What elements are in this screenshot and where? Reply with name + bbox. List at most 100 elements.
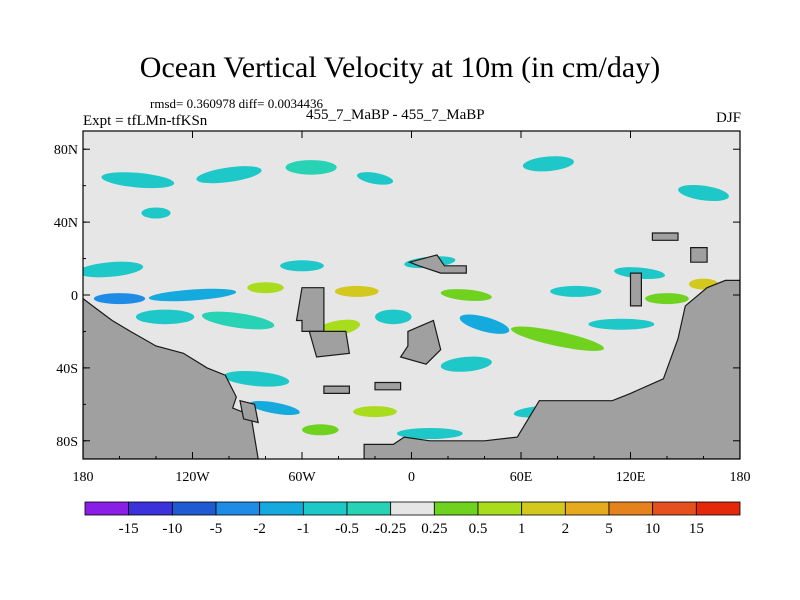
anomaly-blob — [283, 202, 321, 213]
y-tick-label: 40N — [54, 216, 78, 231]
anomaly-blob — [124, 147, 169, 159]
y-tick-label: 40S — [56, 362, 78, 377]
anomaly-blob — [588, 318, 655, 330]
x-tick-label: 120E — [616, 470, 646, 485]
colorbar-swatch — [84, 501, 130, 516]
land-mass — [323, 385, 350, 394]
land-mass — [363, 279, 740, 459]
anomaly-blob — [219, 143, 257, 155]
land-mass — [407, 254, 467, 274]
colorbar-swatch — [521, 501, 566, 516]
land-masses — [83, 232, 740, 459]
anomaly-blob — [444, 147, 489, 159]
colorbar-label: 1 — [518, 521, 526, 537]
anomaly-blob — [247, 282, 284, 294]
anomaly-blob — [522, 156, 574, 172]
colorbar-swatch — [128, 501, 173, 516]
anomaly-blob — [285, 160, 337, 175]
anomaly-blob — [645, 293, 689, 305]
x-tick-label: 60E — [510, 470, 533, 485]
colorbar-label: -0.25 — [375, 521, 406, 537]
colorbar-label: -5 — [210, 521, 223, 537]
anomaly-blob — [93, 293, 146, 305]
anomaly-blob — [135, 309, 195, 325]
anomaly-blob — [249, 400, 300, 416]
anomaly-blob — [353, 406, 397, 418]
y-tick-label: 80S — [56, 435, 78, 450]
colorbar-swatch — [433, 501, 479, 516]
colorbar-swatch — [259, 501, 304, 516]
anomaly-blob — [356, 172, 394, 185]
colorbar-label: -0.5 — [335, 521, 359, 537]
x-tick-label: 180 — [73, 470, 94, 485]
anomaly-blob — [396, 428, 463, 439]
colorbar-swatch — [215, 501, 261, 516]
colorbar-label: 0.5 — [469, 521, 488, 537]
colorbar-swatch — [564, 501, 610, 516]
land-mass — [239, 399, 259, 424]
anomaly-blob — [356, 360, 394, 376]
land-mass — [295, 287, 325, 332]
colorbar-swatch — [608, 501, 654, 516]
anomaly-blob — [280, 260, 324, 272]
season-label: DJF — [715, 110, 741, 126]
x-tick-label: 0 — [408, 470, 415, 485]
colorbar-swatch — [390, 501, 435, 516]
land-mass — [651, 232, 679, 241]
colorbar-label: 10 — [645, 521, 660, 537]
colorbar-swatch — [346, 501, 392, 516]
chart-title: Ocean Vertical Velocity at 10m (in cm/da… — [139, 51, 661, 84]
anomaly-blob — [440, 289, 492, 301]
anomaly-blob — [141, 207, 171, 219]
anomaly-blob — [375, 309, 412, 325]
y-tick-label: 0 — [71, 289, 78, 304]
anomaly-blob — [678, 184, 729, 202]
x-tick-label: 180 — [730, 470, 751, 485]
x-tick-label: 120W — [175, 470, 210, 485]
colorbar-label: -10 — [162, 521, 182, 537]
y-tick-label: 80N — [54, 143, 78, 158]
colorbar-swatch — [477, 501, 523, 516]
land-mass — [629, 272, 643, 307]
anomaly-blob — [334, 285, 379, 297]
anomaly-blob — [201, 311, 275, 330]
land-mass — [374, 381, 402, 391]
anomaly-blob — [302, 424, 339, 436]
anomaly-blob — [429, 402, 467, 414]
anomaly-blob — [608, 171, 653, 186]
colorbar-swatch — [171, 501, 217, 516]
statistics-label: rmsd= 0.360978 diff= 0.0034436 — [150, 96, 323, 111]
anomaly-blob — [440, 356, 492, 372]
anomaly-blob — [510, 264, 569, 275]
colorbar-label: -15 — [119, 521, 139, 537]
x-tick-label: 60W — [288, 470, 316, 485]
colorbar: -15 -10 -5 -2 -1 -0.5 -0.25 0.25 0.5 1 2 5 10 15 — [84, 501, 741, 537]
y-axis: 80N 40N 0 40S 80S — [54, 143, 740, 450]
experiment-label: Expt = tfLMn-tfKSn — [83, 113, 208, 129]
anomaly-blob — [561, 218, 591, 234]
subtitle-label: 455_7_MaBP - 455_7_MaBP — [306, 107, 485, 123]
x-axis: 180 120W 60W 0 60E 120E 180 — [73, 131, 751, 485]
land-mass — [308, 330, 351, 358]
colorbar-label: 5 — [605, 521, 613, 537]
colorbar-label: -1 — [297, 521, 310, 537]
anomaly-blob — [506, 378, 573, 394]
anomaly-blob — [101, 172, 175, 189]
anomaly-blob — [83, 261, 144, 278]
anomaly-blob — [459, 314, 510, 334]
colorbar-label: 0.25 — [421, 521, 447, 537]
colorbar-label: 15 — [689, 521, 704, 537]
anomaly-blob — [174, 270, 248, 284]
colorbar-swatch — [695, 501, 741, 516]
anomaly-blob — [550, 285, 602, 297]
land-mass — [399, 319, 442, 365]
anomaly-blob — [196, 166, 262, 184]
colorbar-label: 2 — [562, 521, 570, 537]
colorbar-swatch — [302, 501, 348, 516]
colorbar-swatch — [652, 501, 697, 516]
anomaly-blob — [223, 370, 290, 387]
anomaly-blob — [148, 288, 237, 302]
colorbar-label: -2 — [253, 521, 266, 537]
land-mass — [690, 247, 708, 263]
